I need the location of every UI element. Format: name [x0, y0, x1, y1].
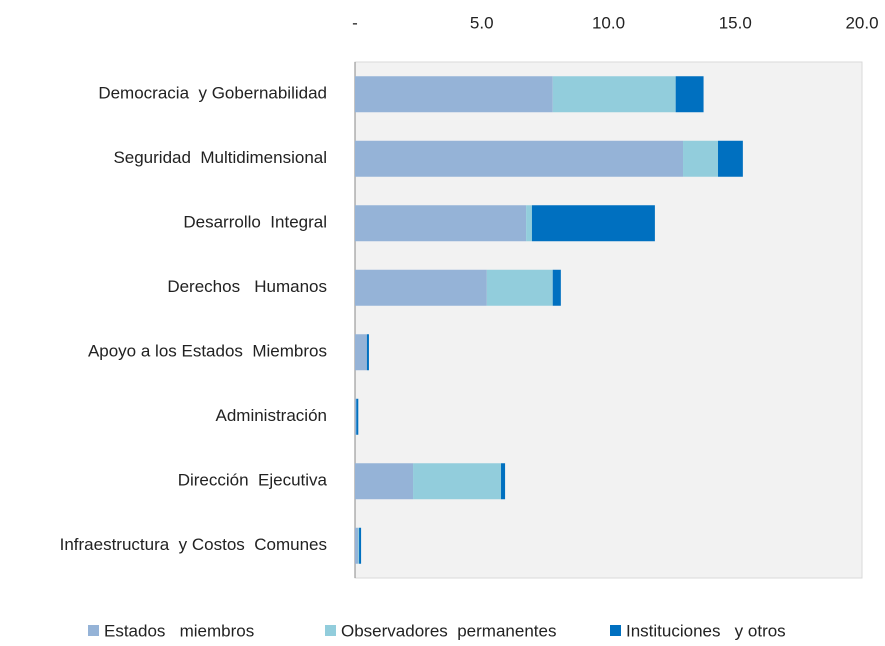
bar-segment [355, 398, 357, 435]
y-tick-label: Infraestructura y Costos Comunes [60, 535, 327, 554]
x-tick-label: 20.0 [845, 13, 878, 32]
legend-swatch [610, 625, 621, 636]
bar-segment [683, 140, 719, 177]
plot-area [354, 61, 863, 579]
bar-segment [486, 269, 553, 306]
bar-segment [531, 205, 655, 242]
x-tick-label: - [352, 13, 358, 32]
y-tick-label: Seguridad Multidimensional [113, 148, 327, 167]
legend-swatch [88, 625, 99, 636]
y-tick-label: Dirección Ejecutiva [178, 471, 328, 490]
bar-segment [552, 76, 676, 113]
bar-segment [366, 334, 369, 371]
x-tick-label: 15.0 [719, 13, 752, 32]
x-tick-label: 5.0 [470, 13, 494, 32]
bar-segment [355, 334, 367, 371]
bar-segment [413, 463, 502, 500]
y-tick-label: Desarrollo Integral [183, 213, 327, 232]
y-tick-label: Derechos Humanos [167, 277, 327, 296]
bar-segment [355, 140, 684, 177]
legend-label: Instituciones y otros [626, 621, 786, 640]
legend-swatch [325, 625, 336, 636]
bar-segment [718, 140, 743, 177]
y-tick-label: Administración [216, 406, 328, 425]
legend-label: Observadores permanentes [341, 621, 556, 640]
bar-segment [355, 76, 553, 113]
y-tick-label: Democracia y Gobernabilidad [98, 84, 327, 103]
x-tick-label: 10.0 [592, 13, 625, 32]
bar-segment [358, 527, 360, 564]
bar-segment [675, 76, 704, 113]
bar-segment [552, 269, 561, 306]
y-tick-label: Apoyo a los Estados Miembros [88, 342, 327, 361]
bar-segment [355, 205, 527, 242]
bar-segment [355, 527, 359, 564]
legend-label: Estados miembros [104, 621, 254, 640]
bar-segment [526, 205, 532, 242]
bar-segment [356, 398, 359, 435]
bar-segment [501, 463, 506, 500]
bar-segment [359, 527, 362, 564]
bar-segment [355, 269, 487, 306]
bar-segment [355, 463, 414, 500]
